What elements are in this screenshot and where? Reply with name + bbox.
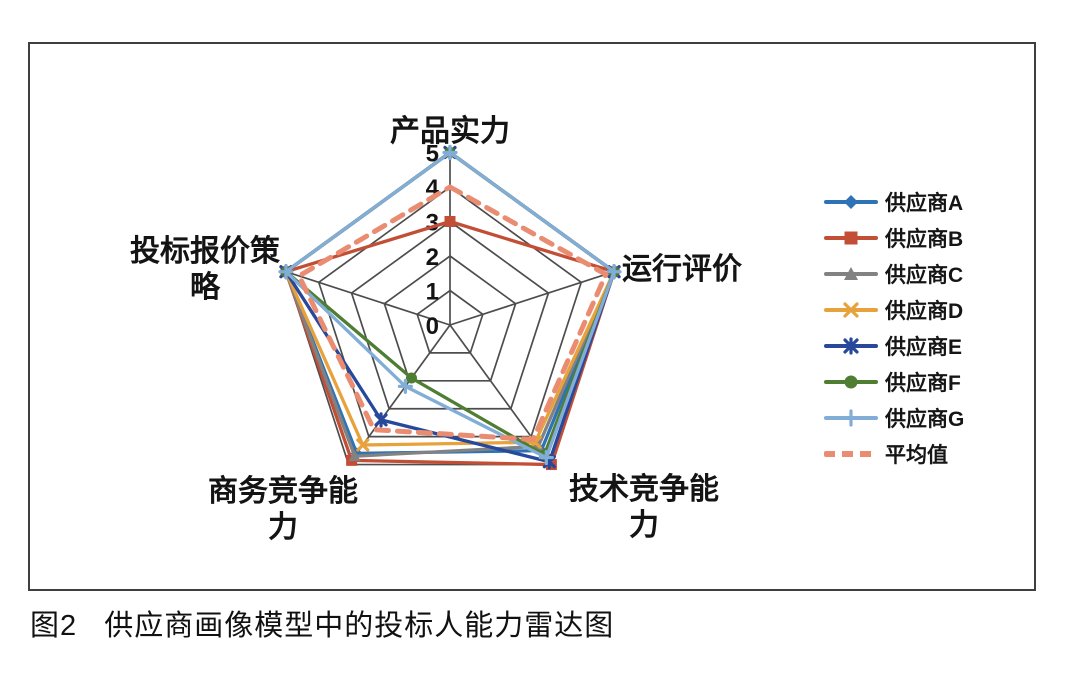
- x-marker-icon: [843, 302, 859, 318]
- legend-swatch: [824, 228, 878, 248]
- legend-item: 平均值: [824, 436, 964, 472]
- plus-marker-icon: [538, 449, 554, 466]
- asterisk-marker-icon: [374, 412, 388, 428]
- square-marker-icon: [444, 216, 456, 227]
- legend-item: 供应商A: [824, 184, 964, 220]
- asterisk-marker-icon: [843, 337, 859, 355]
- legend-marker-icon: [844, 195, 858, 209]
- series-markers: [278, 144, 622, 466]
- axis-label: 技术竞争能 力: [569, 473, 719, 542]
- legend-swatch: [824, 444, 878, 464]
- grid-spoke: [285, 270, 451, 326]
- legend-item-label: 供应商C: [885, 264, 964, 287]
- legend-item-label: 供应商G: [885, 408, 965, 431]
- legend-marker-icon: [844, 231, 858, 245]
- plus-marker-icon: [442, 144, 458, 161]
- axis-label: 商务竞争能 力: [208, 475, 358, 544]
- legend-item-label: 供应商F: [885, 372, 961, 395]
- legend-item-label: 平均值: [885, 444, 948, 467]
- legend-item: 供应商B: [824, 220, 964, 256]
- plus-marker-icon: [397, 378, 413, 395]
- plus-marker-icon: [606, 264, 622, 280]
- tick-label: 1: [426, 279, 439, 306]
- legend-item: 供应商G: [824, 400, 964, 436]
- legend-item: 供应商E: [824, 328, 964, 364]
- series-line: [296, 184, 609, 442]
- grid-spoke: [449, 270, 615, 326]
- circle-marker-icon: [844, 375, 858, 389]
- legend-item-label: 供应商B: [885, 228, 964, 251]
- grid-ring: [383, 254, 517, 382]
- legend: 供应商A 供应商B 供应商C 供应商D 供应商E 供应商F 供应商G 平均值: [824, 184, 964, 472]
- legend-swatch: [824, 264, 878, 284]
- triangle-marker-icon: [844, 267, 858, 280]
- triangle-marker-icon: [348, 450, 361, 462]
- diamond-marker-icon: [844, 195, 858, 209]
- legend-item: 供应商C: [824, 256, 964, 292]
- legend-swatch: [824, 336, 878, 356]
- legend-swatch: [824, 300, 878, 320]
- figure-caption: 图2 供应商画像模型中的投标人能力雷达图: [30, 610, 615, 642]
- grid-ring: [416, 289, 484, 354]
- axis-label: 产品实力: [390, 115, 510, 148]
- circle-marker-icon: [405, 372, 417, 384]
- plus-marker-icon: [278, 264, 294, 280]
- axis-label: 投标报价策 略: [130, 235, 280, 304]
- tick-label: 0: [426, 313, 439, 340]
- legend-item: 供应商F: [824, 364, 964, 400]
- legend-item-label: 供应商E: [885, 336, 963, 359]
- legend-swatch: [824, 408, 878, 428]
- plus-marker-icon: [842, 409, 860, 427]
- legend-line-icon: [824, 451, 878, 457]
- legend-item: 供应商D: [824, 292, 964, 328]
- legend-marker-icon: [843, 302, 859, 318]
- square-marker-icon: [844, 231, 858, 245]
- tick-label: 2: [426, 244, 439, 271]
- axis-label: 运行评价: [622, 253, 742, 286]
- legend-marker-icon: [843, 337, 859, 355]
- legend-marker-icon: [844, 375, 858, 389]
- legend-marker-icon: [844, 267, 858, 280]
- x-marker-icon: [356, 438, 370, 452]
- legend-item-label: 供应商A: [885, 192, 964, 215]
- tick-label: 3: [426, 210, 439, 237]
- legend-item-label: 供应商D: [885, 300, 964, 323]
- series-line: [284, 150, 616, 460]
- legend-swatch: [824, 192, 878, 212]
- tick-label: 5: [426, 141, 439, 168]
- legend-swatch: [824, 372, 878, 392]
- legend-marker-icon: [842, 409, 860, 427]
